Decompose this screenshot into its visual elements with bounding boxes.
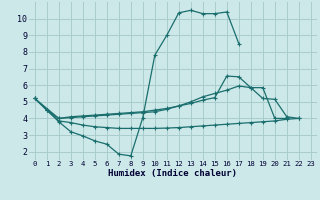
X-axis label: Humidex (Indice chaleur): Humidex (Indice chaleur) bbox=[108, 169, 237, 178]
